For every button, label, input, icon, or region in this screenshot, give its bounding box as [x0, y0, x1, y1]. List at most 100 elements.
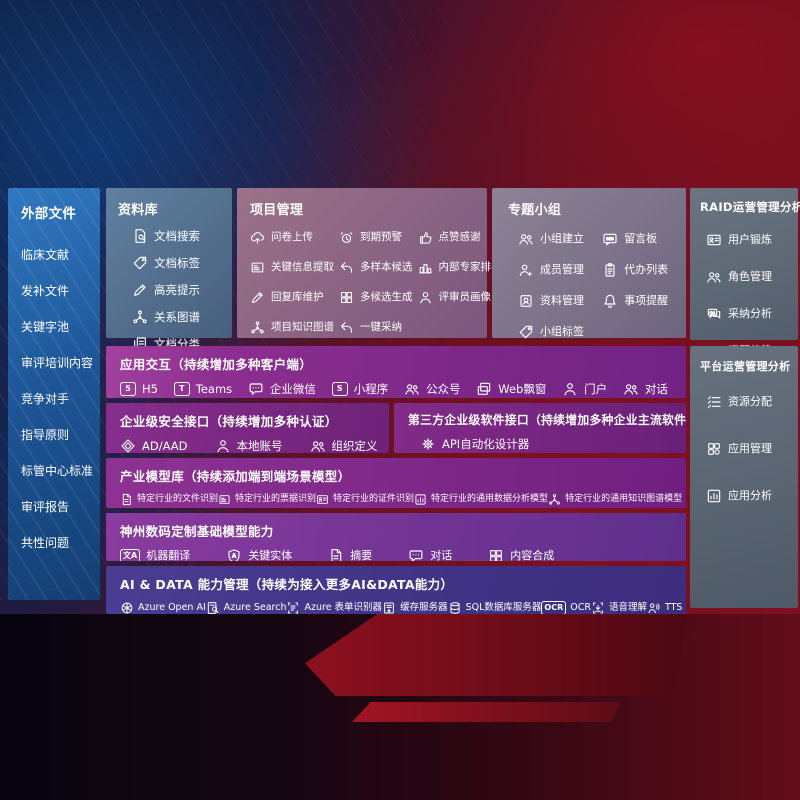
- search-doc-icon: [206, 601, 220, 614]
- feature-item: T Teams: [173, 382, 232, 396]
- enterprise-security-row: 企业级安全接口（持续增加多种认证） AD/AAD 本地账号 组织定义: [106, 403, 389, 453]
- thumb-up-icon: [418, 230, 433, 245]
- doc-icon: [328, 548, 344, 561]
- tts-person-icon: [647, 601, 661, 614]
- sidebar-item: 发补文件: [21, 284, 70, 298]
- base-models-row: 神州数码定制基础模型能力 文A 机器翻译 关键实体 摘要 对话 内容合成: [106, 513, 686, 561]
- feature-item: 回复库维护: [250, 290, 334, 305]
- library-panel: 资料库 文档搜索 文档标签 高亮提示 关系图谱 文档分类: [106, 188, 232, 338]
- app-interaction-row: 应用交互（持续增加多种客户端） 5 H5 T Teams 企业微信 S 小程序 公众号…: [106, 346, 686, 398]
- openai-icon: [120, 601, 134, 614]
- raid-analysis-panel: RAID运营管理分析 用户锻炼 角色管理 采纳分析 问题趋势: [690, 188, 800, 340]
- industry-models-row: 产业模型库（持续添加端到端场景模型） 特定行业的文件识别 特定行业的票据识别 特…: [106, 458, 686, 508]
- feature-item: 对话: [408, 548, 452, 561]
- feature-item: 资源分配: [706, 394, 794, 410]
- panel-title: 专题小组: [508, 203, 562, 218]
- panel-title: 应用交互（持续增加多种客户端）: [120, 357, 313, 372]
- portal-person-icon: [562, 381, 578, 397]
- project-management-panel: 项目管理 问卷上传 到期预警 点赞感谢 关键信息提取 多样本候选 内部专家排名 …: [237, 188, 502, 338]
- database-icon: [448, 601, 462, 614]
- panel-title: 产业模型库（持续添加端到端场景模型）: [120, 469, 351, 484]
- feature-item: 采纳分析: [706, 306, 794, 322]
- feature-item: 文A 机器翻译: [120, 549, 190, 561]
- teams-icon: T: [173, 382, 190, 396]
- knowledge-graph-icon: [548, 493, 561, 506]
- album-icon: [518, 293, 534, 309]
- dialog-people-icon: [623, 381, 639, 397]
- feature-item: API自动化设计器: [420, 436, 529, 452]
- alarm-icon: [339, 230, 354, 245]
- feature-item: 对话: [623, 381, 668, 397]
- people-icon: [706, 269, 722, 285]
- sidebar-item: 竞争对手: [21, 392, 70, 406]
- feature-item: OCR OCR: [541, 601, 591, 614]
- feature-item: 关系图谱: [132, 309, 224, 325]
- wechat-work-icon: [248, 381, 264, 397]
- platform-analysis-panel: 平台运营管理分析 资源分配 应用管理 应用分析: [690, 346, 798, 608]
- reply-arrow-icon: [339, 260, 354, 275]
- sidebar-item: 审评培训内容: [21, 356, 94, 370]
- feature-item: 应用管理: [706, 441, 794, 457]
- person-icon: [215, 438, 231, 453]
- info-extract-icon: [250, 260, 265, 275]
- feature-item: 角色管理: [706, 269, 794, 285]
- reply-arrow-icon: [339, 320, 354, 335]
- chart-box-icon: [706, 488, 722, 504]
- feature-item: 一键采纳: [339, 320, 413, 335]
- feature-item: Web飘窗: [476, 381, 546, 397]
- feature-item: 关键信息提取: [250, 260, 334, 275]
- feature-item: Azure Search: [206, 601, 286, 614]
- sidebar-item: 临床文献: [21, 248, 70, 262]
- id-card-icon: [706, 232, 722, 248]
- feature-item: 特定行业的票据识别: [218, 493, 316, 506]
- feature-item: 高亮提示: [132, 282, 224, 298]
- feature-item: 关键实体: [226, 548, 292, 561]
- feature-item: 缓存服务器: [382, 601, 448, 614]
- panel-title: AI & DATA 能力管理（持续为接入更多AI&DATA能力）: [120, 577, 454, 592]
- feature-item: 文档搜索: [132, 228, 224, 244]
- bbs-board-icon: [602, 231, 618, 247]
- feature-item: 问卷上传: [250, 230, 334, 245]
- special-groups-panel: 专题小组 小组建立 留言板 成员管理 代办列表 资料管理 事项提醒 小组标签: [492, 188, 686, 338]
- feature-item: 特定行业的通用数据分析模型: [414, 493, 548, 506]
- panel-title: 资料库: [118, 203, 158, 218]
- external-files-panel: 外部文件 临床文献 发补文件 关键字池 审评培训内容 竞争对手 指导原则 标管中…: [8, 188, 100, 600]
- highlight-pen-icon: [132, 282, 148, 298]
- edit-pen-icon: [250, 290, 265, 305]
- feature-item: 多候选生成: [339, 290, 413, 305]
- feature-item: TTS: [647, 601, 682, 614]
- api-gear-icon: [420, 436, 436, 452]
- feature-item: 评审员画像: [418, 290, 502, 305]
- bell-icon: [602, 293, 618, 309]
- tag-icon: [132, 255, 148, 271]
- feature-item: 应用分析: [706, 488, 794, 504]
- panel-title: 企业级安全接口（持续增加多种认证）: [120, 414, 338, 429]
- feature-item: 到期预警: [339, 230, 413, 245]
- panel-title: 平台运营管理分析: [700, 360, 791, 373]
- shield-a-icon: [226, 548, 242, 561]
- voice-input-icon: [591, 601, 605, 614]
- org-people-icon: [310, 438, 326, 453]
- official-account-icon: [404, 381, 420, 397]
- person-plus-icon: [518, 262, 534, 278]
- translate-icon: 文A: [120, 549, 141, 561]
- feature-item: 摘要: [328, 548, 372, 561]
- apps-grid-icon: [706, 441, 722, 457]
- feature-item: 特定行业的文件识别: [120, 493, 218, 506]
- feature-item: SQL数据库服务器: [448, 601, 541, 614]
- feature-item: 小组建立: [518, 231, 602, 247]
- feature-item: 5 H5: [120, 382, 158, 396]
- feature-item: 资料管理: [518, 293, 602, 309]
- clipboard-icon: [602, 262, 618, 278]
- sidebar-item: 关键字池: [21, 320, 70, 334]
- feature-item: 公众号: [404, 381, 460, 397]
- red-glow-wedge: [305, 614, 687, 696]
- sidebar-item: 审评报告: [21, 500, 70, 514]
- panel-title: RAID运营管理分析: [700, 200, 800, 214]
- ai-data-row: AI & DATA 能力管理（持续为接入更多AI&DATA能力） Azure O…: [106, 566, 686, 614]
- chat-icon: [408, 548, 424, 561]
- feature-item: 本地账号: [215, 438, 283, 453]
- web-window-icon: [476, 381, 492, 397]
- feature-item: Azure 表单识别器: [286, 601, 382, 614]
